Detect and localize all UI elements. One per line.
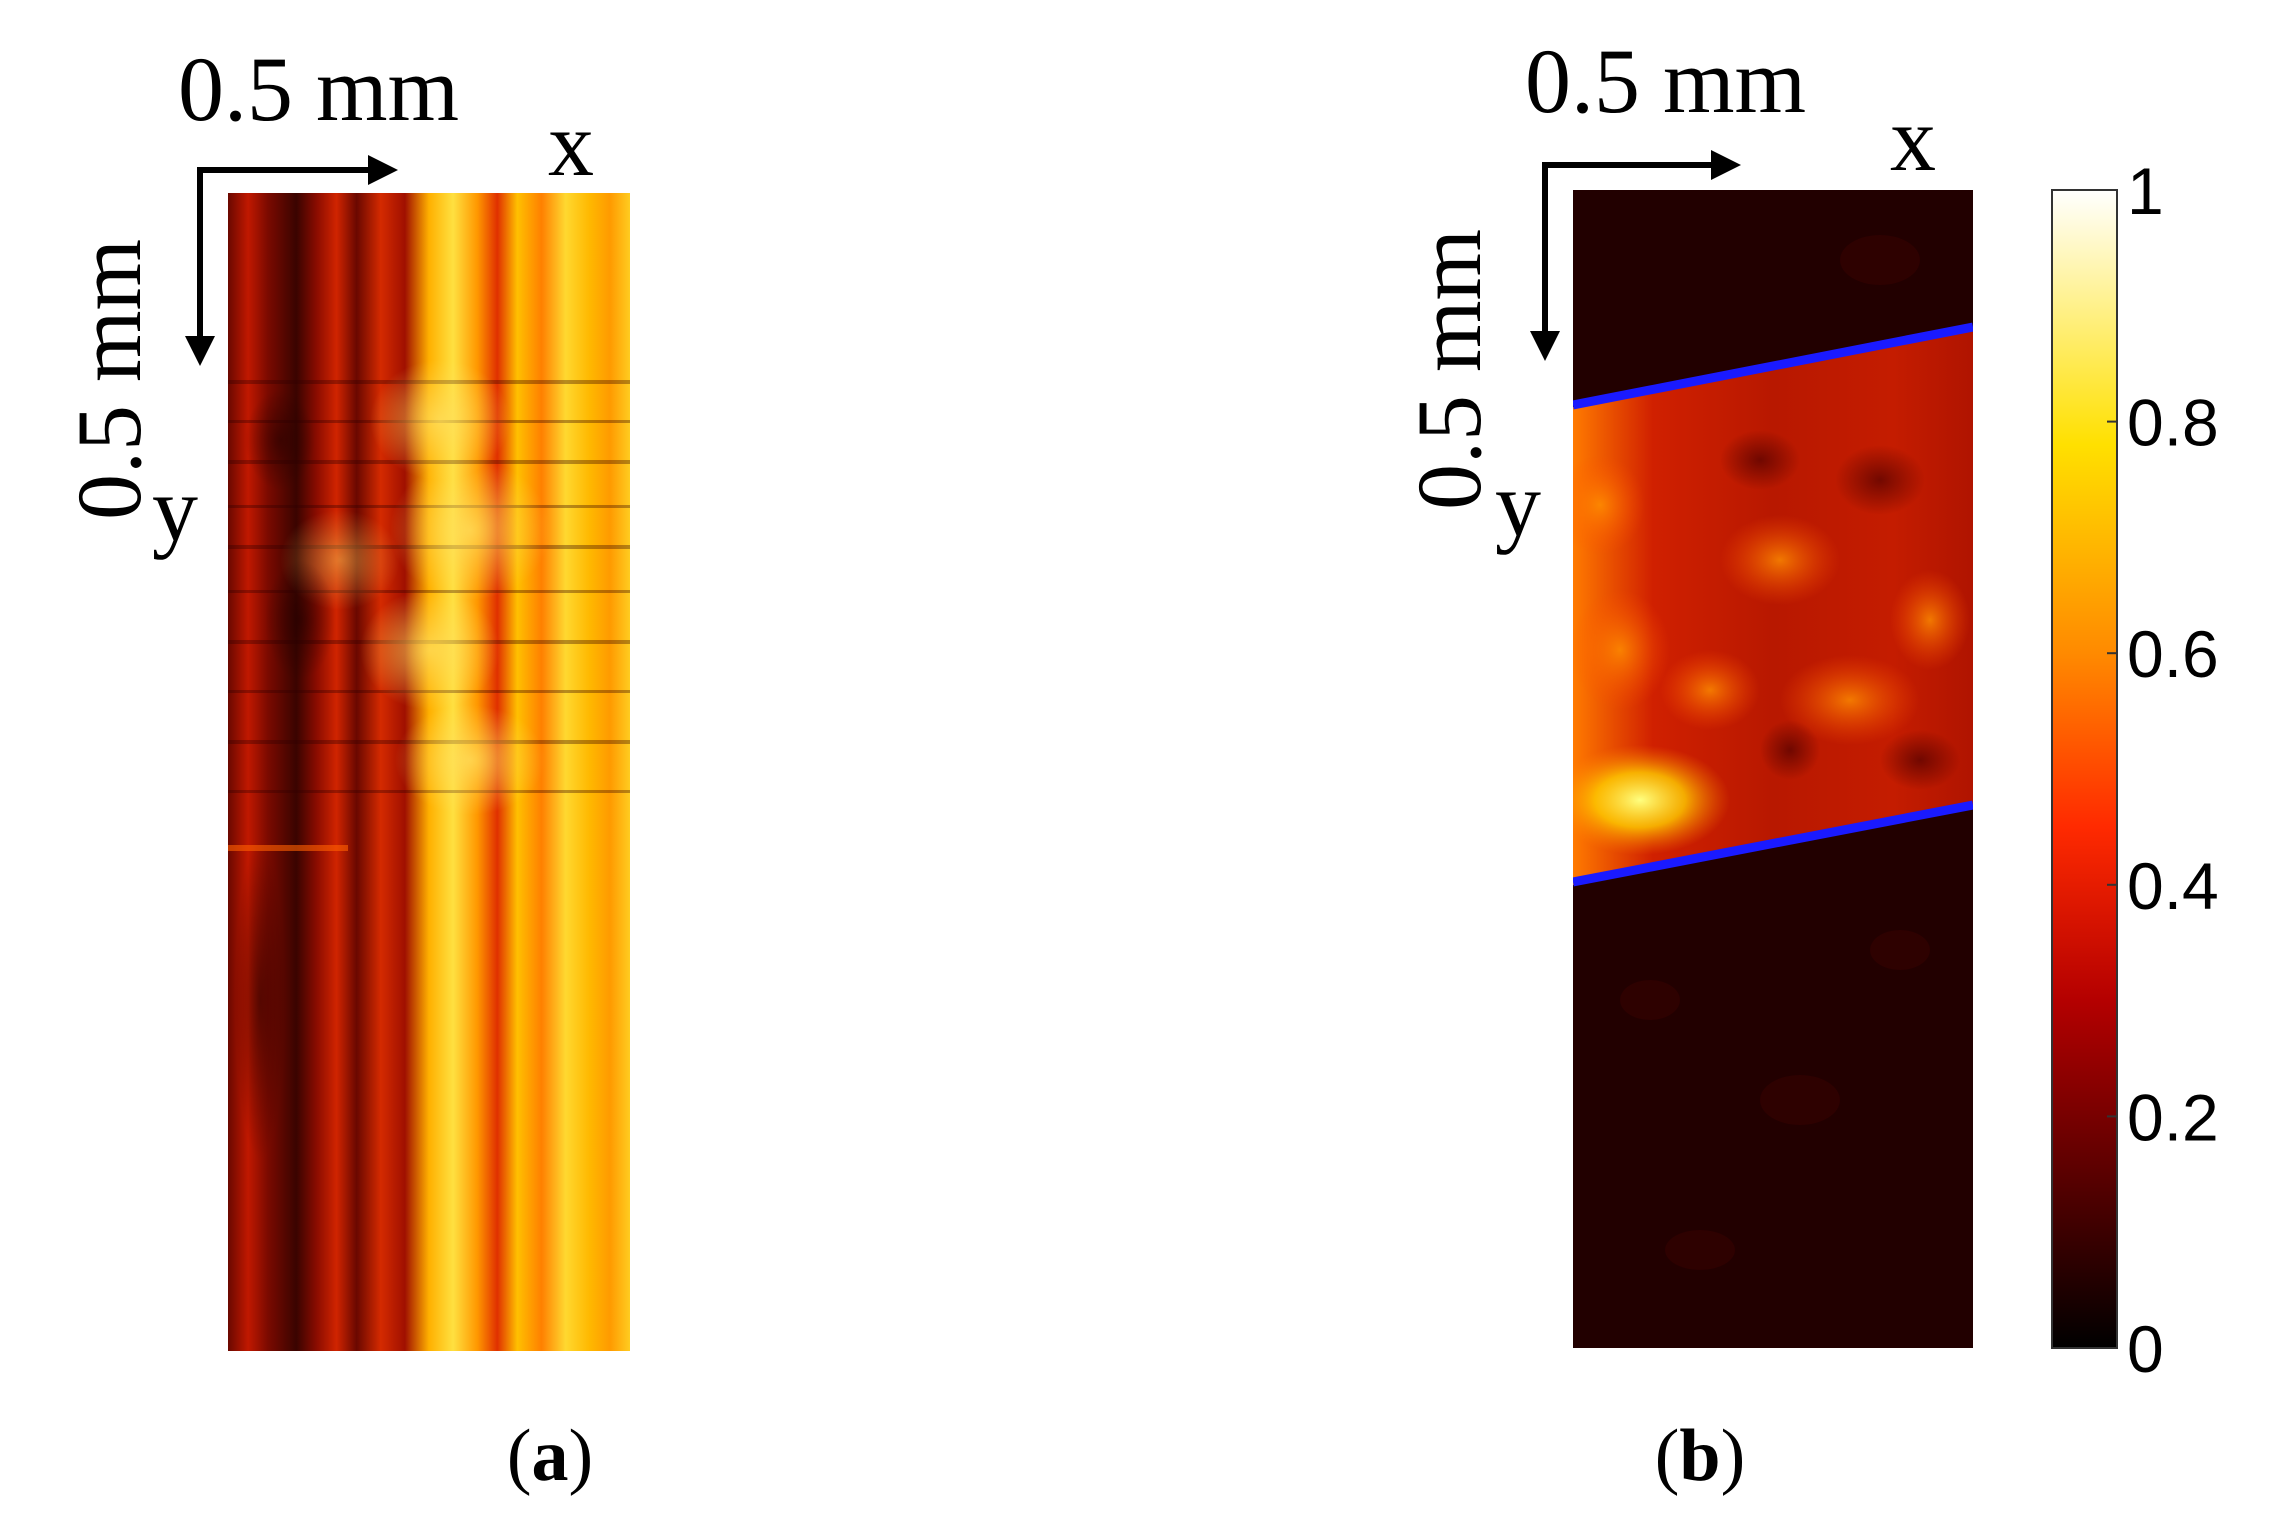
panel-a-image <box>228 193 630 1351</box>
panel-b-band <box>1573 327 1973 885</box>
colorbar-ticks: 0 0.2 0.4 0.6 0.8 1 <box>2107 154 2219 1386</box>
panel-b-scale-label-x: 0.5 mm <box>1525 30 1806 132</box>
colorbar-tick-label: 0.6 <box>2127 617 2219 691</box>
panel-b-axis-x-label: x <box>1890 88 1936 190</box>
panel-a-axis-y-label: y <box>152 458 198 560</box>
panel-b-caption: (b) <box>1655 1415 1745 1497</box>
panel-b-axis-y-label: y <box>1495 453 1541 555</box>
panel-a-caption: (a) <box>507 1415 593 1497</box>
colorbar-tick-label: 0.4 <box>2127 849 2219 923</box>
colorbar: 0 0.2 0.4 0.6 0.8 1 <box>2051 154 2219 1386</box>
panel-a-scale-label-y: 0.5 mm <box>58 239 160 520</box>
panel-a-scale-label-x: 0.5 mm <box>178 38 459 140</box>
panel-a: 0.5 mm x 0.5 mm y (a) <box>58 38 630 1497</box>
colorbar-gradient <box>2051 189 2118 1349</box>
colorbar-tick-label: 0.8 <box>2127 386 2219 460</box>
panel-b: 0.5 mm x 0.5 mm y 0 0.2 0.4 0.6 0.8 1 (b) <box>1398 30 2219 1497</box>
panel-b-image <box>1573 190 1973 1348</box>
panel-b-scale-label-y: 0.5 mm <box>1398 229 1500 510</box>
panel-a-axis-x-label: x <box>548 93 594 195</box>
panel-a-scale-arrows <box>185 155 398 366</box>
colorbar-tick-label: 0.2 <box>2127 1080 2219 1154</box>
panel-b-lower-boundary-line <box>1573 800 1973 887</box>
colorbar-tick-label: 0 <box>2127 1312 2164 1386</box>
panel-b-scale-arrows <box>1530 150 1741 361</box>
panel-b-upper-boundary-line <box>1573 322 1973 410</box>
colorbar-tick-label: 1 <box>2127 154 2164 228</box>
